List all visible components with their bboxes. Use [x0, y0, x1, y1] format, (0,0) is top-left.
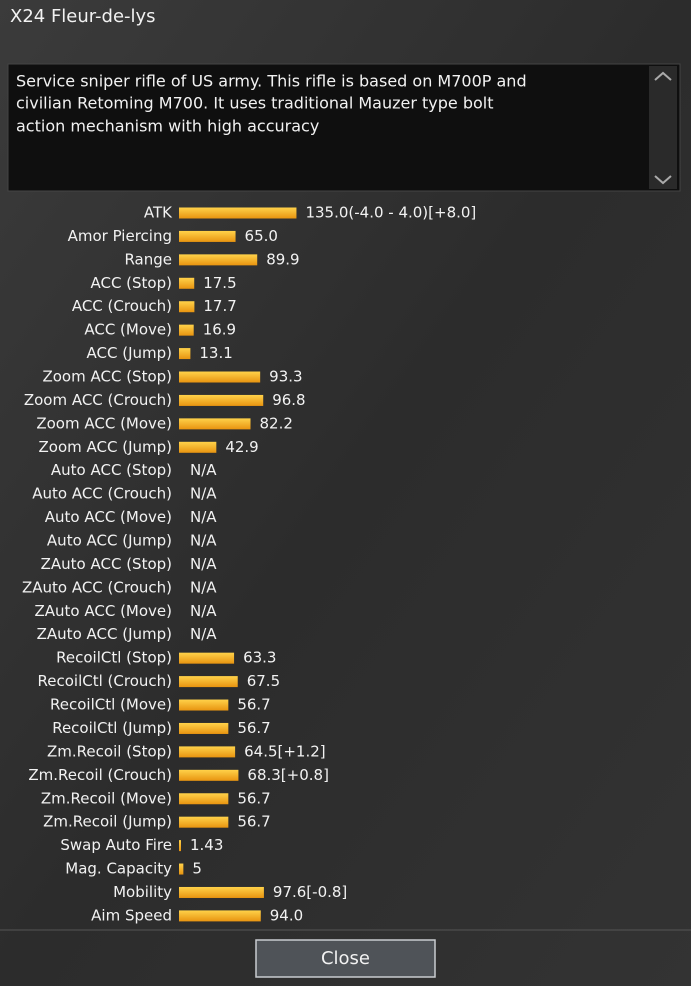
- stat-label: Aim Speed: [91, 906, 172, 924]
- stat-bar: [179, 816, 229, 828]
- stat-value: N/A: [190, 461, 217, 479]
- stat-label: Swap Auto Fire: [60, 836, 172, 854]
- stat-value: 63.3: [243, 649, 276, 667]
- stat-value: 67.5: [247, 672, 280, 690]
- close-button[interactable]: [255, 939, 436, 978]
- stat-value: 93.3: [269, 368, 302, 386]
- stat-label: Zm.Recoil (Move): [41, 789, 172, 807]
- stat-label: RecoilCtl (Jump): [52, 719, 172, 737]
- stat-bar: [179, 348, 191, 360]
- stat-bar: [179, 910, 261, 922]
- stat-label: RecoilCtl (Move): [50, 696, 172, 714]
- stat-value: 56.7: [237, 789, 270, 807]
- stat-label: Auto ACC (Stop): [51, 461, 172, 479]
- stat-label: Zoom ACC (Move): [36, 414, 172, 432]
- stat-value: 65.0: [245, 227, 278, 245]
- stat-label: Auto ACC (Crouch): [32, 485, 172, 503]
- stat-label: ACC (Crouch): [72, 297, 172, 315]
- stat-bar: [179, 652, 235, 664]
- stat-bar: [179, 793, 229, 805]
- stat-value: 42.9: [225, 438, 258, 456]
- stat-bar: [179, 863, 184, 875]
- stat-bar: [179, 301, 195, 313]
- stat-bar: [179, 418, 251, 430]
- stat-value: N/A: [190, 508, 217, 526]
- stat-label: Auto ACC (Move): [45, 508, 172, 526]
- stat-value: 97.6[-0.8]: [273, 883, 347, 901]
- stat-label: Zoom ACC (Jump): [39, 438, 173, 456]
- stat-value: N/A: [190, 555, 217, 573]
- stat-label: RecoilCtl (Stop): [56, 649, 172, 667]
- stat-value: N/A: [190, 578, 217, 596]
- description-line: action mechanism with high accuracy: [16, 117, 319, 136]
- stat-value: N/A: [190, 532, 217, 550]
- stat-value: 56.7: [237, 719, 270, 737]
- description-line: civilian Retoming M700. It uses traditio…: [16, 94, 494, 113]
- stat-label: Mag. Capacity: [65, 860, 172, 878]
- window-title: X24 Fleur-de-lys: [10, 6, 156, 27]
- stat-label: Zm.Recoil (Jump): [43, 813, 172, 831]
- stat-value: 94.0: [270, 906, 303, 924]
- stat-label: ACC (Move): [84, 321, 172, 339]
- stat-bar: [179, 676, 238, 688]
- stat-value: 56.7: [237, 696, 270, 714]
- stat-value: N/A: [190, 485, 217, 503]
- close-button-label[interactable]: Close: [321, 948, 370, 969]
- stat-bar: [179, 230, 236, 242]
- stat-bar: [179, 324, 194, 336]
- scrollbar[interactable]: [649, 66, 677, 189]
- stat-label: ACC (Jump): [87, 344, 172, 362]
- scroll-down[interactable]: [654, 175, 672, 185]
- stat-value: 89.9: [266, 250, 299, 268]
- stat-bar: [179, 441, 217, 453]
- description-line: Service sniper rifle of US army. This ri…: [16, 72, 527, 91]
- stat-bar: [179, 394, 264, 406]
- stat-value: N/A: [190, 625, 217, 643]
- stat-label: Amor Piercing: [68, 227, 172, 245]
- stat-value: 56.7: [237, 813, 270, 831]
- stat-value: 13.1: [199, 344, 232, 362]
- stat-bar: [179, 722, 229, 734]
- stat-label: ZAuto ACC (Move): [34, 602, 172, 620]
- stats-list: ATK 135.0(-4.0 - 4.0)[+8.0] Amor Piercing 6…: [22, 204, 476, 925]
- stat-value: 16.9: [203, 321, 236, 339]
- scroll-up[interactable]: [654, 71, 672, 81]
- stat-label: ATK: [144, 204, 173, 222]
- stat-bar: [179, 699, 229, 711]
- stat-bar: [179, 254, 258, 266]
- stat-label: ZAuto ACC (Crouch): [22, 578, 172, 596]
- stat-bar: [179, 769, 239, 781]
- description-box: [7, 63, 681, 192]
- stat-value: 1.43: [190, 836, 223, 854]
- stat-bar: [179, 886, 264, 898]
- stat-value: 5: [192, 860, 202, 878]
- stat-bar: [179, 371, 261, 383]
- stat-value: N/A: [190, 602, 217, 620]
- stat-value: 17.7: [203, 297, 236, 315]
- stat-label: Mobility: [113, 883, 172, 901]
- stat-value: 17.5: [203, 274, 236, 292]
- stat-value: 135.0(-4.0 - 4.0)[+8.0]: [305, 204, 476, 222]
- stat-label: Auto ACC (Jump): [47, 532, 172, 550]
- stat-label: Zoom ACC (Stop): [42, 368, 172, 386]
- stat-label: ACC (Stop): [90, 274, 172, 292]
- stat-label: Range: [124, 250, 172, 268]
- stat-value: 64.5[+1.2]: [244, 742, 326, 760]
- stat-label: ZAuto ACC (Stop): [41, 555, 172, 573]
- stat-bar: [179, 207, 297, 219]
- stat-label: Zm.Recoil (Stop): [47, 742, 172, 760]
- stat-label: RecoilCtl (Crouch): [38, 672, 172, 690]
- stat-value: 68.3[+0.8]: [247, 766, 329, 784]
- stat-bar: [179, 746, 236, 758]
- stat-label: Zm.Recoil (Crouch): [28, 766, 172, 784]
- stat-value: 82.2: [260, 414, 293, 432]
- stat-label: ZAuto ACC (Jump): [37, 625, 172, 643]
- stat-bar: [179, 840, 181, 852]
- stat-label: Zoom ACC (Crouch): [24, 391, 172, 409]
- stat-bar: [179, 277, 195, 289]
- stat-value: 96.8: [272, 391, 305, 409]
